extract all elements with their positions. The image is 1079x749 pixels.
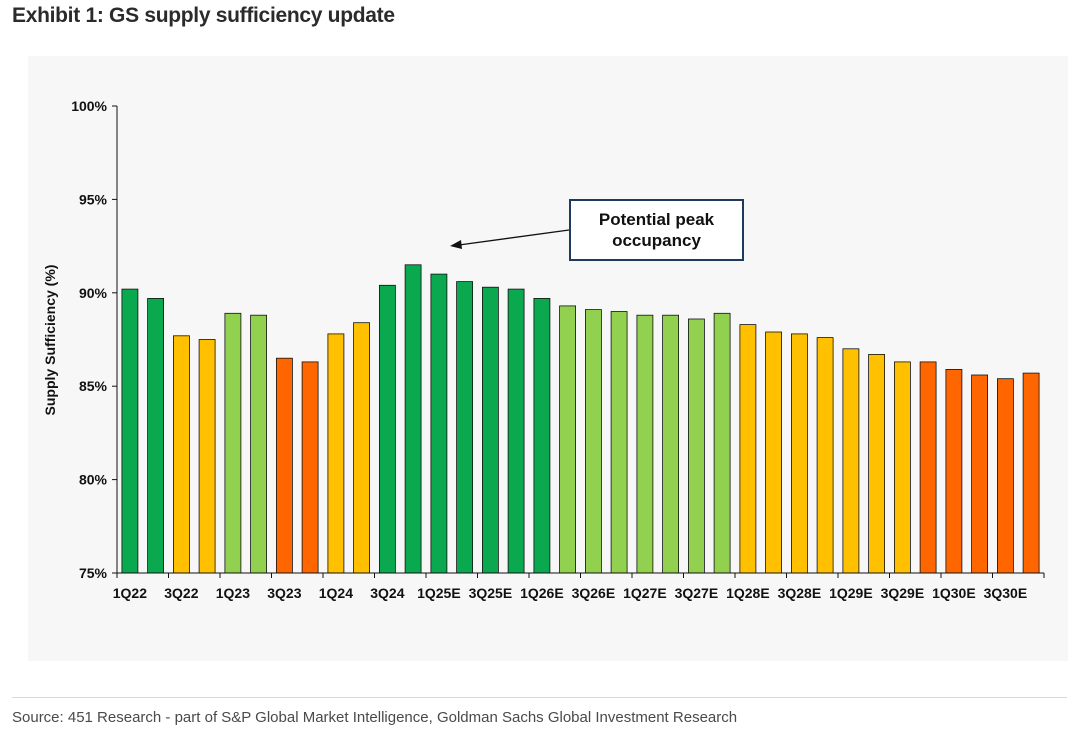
- x-tick-label: 3Q29E: [881, 585, 925, 601]
- x-tick-label: 3Q27E: [675, 585, 719, 601]
- bar-2q24: [353, 322, 371, 574]
- y-tick-label: 75%: [79, 565, 108, 581]
- bar-4q23: [301, 361, 319, 574]
- bar-3q22: [172, 335, 190, 574]
- bar-1q26e: [533, 297, 551, 574]
- bar-3q25e: [481, 286, 499, 574]
- x-tick-label: 3Q28E: [778, 585, 822, 601]
- bar-2q22: [147, 297, 165, 574]
- bar-1q25e: [430, 273, 448, 574]
- bar-3q24: [378, 284, 396, 574]
- bar-1q30e: [945, 368, 963, 574]
- y-tick-label: 80%: [79, 472, 108, 488]
- bar-2q29e: [868, 353, 885, 574]
- bar-3q23: [275, 357, 293, 574]
- bar-2q27e: [662, 314, 679, 574]
- bar-1q27e: [636, 314, 654, 574]
- bar-4q30e: [1022, 372, 1040, 574]
- x-tick-label: 1Q27E: [623, 585, 667, 601]
- bar-1q28e: [739, 324, 757, 574]
- bar-3q30e: [997, 378, 1014, 574]
- bar-3q27e: [688, 318, 705, 574]
- y-axis-title: Supply Sufficiency (%): [42, 265, 58, 416]
- source-divider: [12, 697, 1067, 698]
- bar-4q26e: [610, 311, 628, 574]
- bar-1q23: [224, 312, 242, 574]
- x-tick-label: 3Q23: [267, 585, 301, 601]
- y-tick-label: 100%: [71, 98, 107, 114]
- y-tick-label: 85%: [79, 378, 108, 394]
- y-tick-label: 90%: [79, 285, 108, 301]
- x-tick-label: 1Q22: [113, 585, 147, 601]
- bar-4q29e: [919, 361, 937, 574]
- source-note: Source: 451 Research - part of S&P Globa…: [12, 709, 738, 726]
- peak-occupancy-callout: Potential peak occupancy: [569, 199, 744, 261]
- bar-4q25e: [507, 288, 525, 574]
- bar-4q28e: [816, 337, 834, 574]
- x-tick-label: 3Q25E: [469, 585, 513, 601]
- x-tick-label: 1Q23: [216, 585, 250, 601]
- chart-title: Exhibit 1: GS supply sufficiency update: [12, 4, 395, 27]
- x-tick-label: 3Q30E: [984, 585, 1028, 601]
- x-tick-label: 3Q24: [370, 585, 404, 601]
- bar-4q27e: [713, 312, 731, 574]
- bar-1q24: [327, 333, 345, 574]
- x-tick-label: 1Q28E: [726, 585, 770, 601]
- x-tick-label: 3Q26E: [572, 585, 616, 601]
- x-tick-label: 3Q22: [164, 585, 198, 601]
- bar-4q24: [404, 264, 422, 574]
- bar-2q30e: [971, 374, 988, 574]
- x-tick-label: 1Q24: [319, 585, 353, 601]
- bar-2q25e: [456, 281, 474, 574]
- x-tick-label: 1Q25E: [417, 585, 461, 601]
- x-tick-label: 1Q29E: [829, 585, 873, 601]
- bar-2q23: [250, 314, 268, 574]
- bar-3q28e: [791, 333, 808, 574]
- bar-2q28e: [765, 331, 782, 574]
- bar-1q22: [121, 288, 139, 574]
- callout-arrow: [450, 229, 570, 249]
- bar-1q29e: [842, 348, 860, 574]
- bar-3q29e: [894, 361, 911, 574]
- bar-3q26e: [585, 309, 602, 574]
- bar-4q22: [198, 339, 216, 574]
- y-tick-label: 95%: [79, 191, 108, 207]
- x-tick-label: 1Q30E: [932, 585, 976, 601]
- bar-2q26e: [559, 305, 576, 574]
- x-tick-label: 1Q26E: [520, 585, 564, 601]
